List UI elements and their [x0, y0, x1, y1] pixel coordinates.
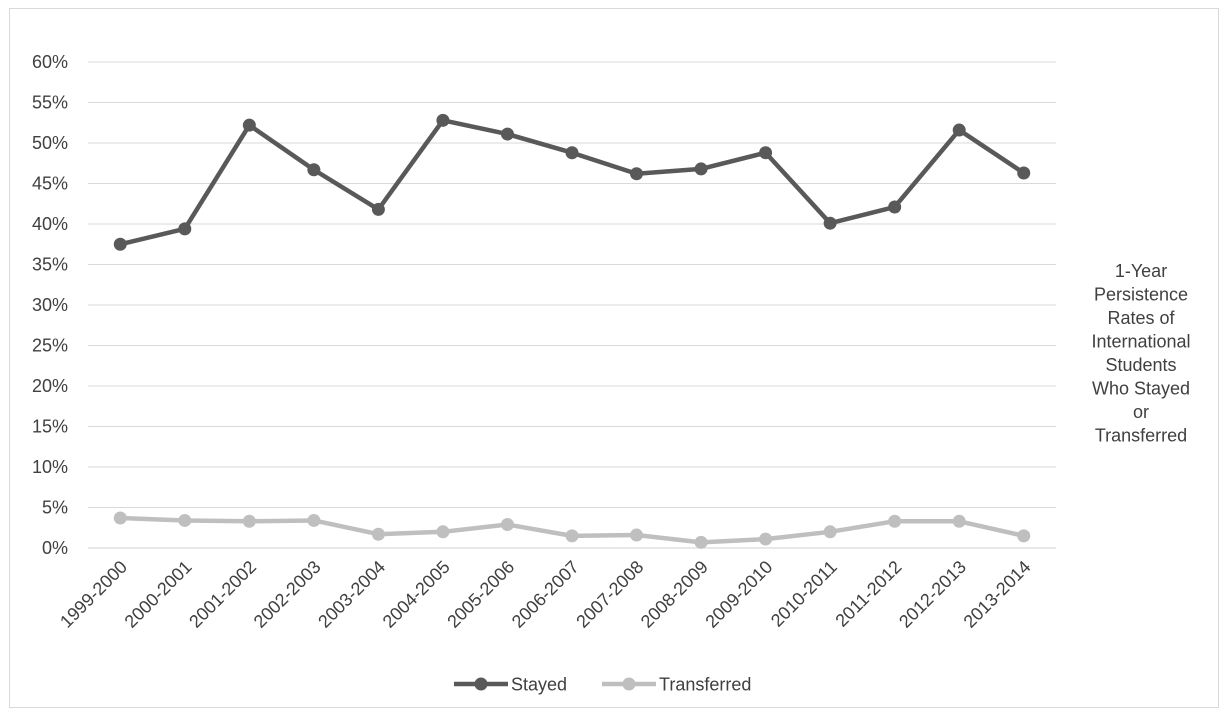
chart-frame: [9, 8, 1219, 708]
legend-marker-stayed: [474, 677, 488, 691]
y-tick-label: 60%: [32, 52, 68, 72]
y-tick-label: 55%: [32, 93, 68, 113]
chart-title: 1-Year Persistence Rates of International St…: [1091, 261, 1190, 446]
y-tick-label: 0%: [42, 538, 68, 558]
data-point-stayed: [823, 216, 837, 230]
data-point-transferred: [500, 518, 514, 532]
gridlines: [88, 61, 1056, 549]
data-point-stayed: [178, 222, 192, 236]
chart-title-line: Students: [1105, 355, 1176, 375]
y-tick-label: 10%: [32, 457, 68, 477]
y-tick-label: 5%: [42, 498, 68, 518]
y-tick-label: 30%: [32, 295, 68, 315]
data-point-transferred: [1017, 529, 1031, 543]
data-point-transferred: [759, 532, 773, 546]
data-point-stayed: [565, 146, 579, 160]
data-point-transferred: [952, 514, 966, 528]
data-point-stayed: [630, 167, 644, 181]
x-tick-label: 1999-2000: [56, 557, 131, 632]
data-point-stayed: [1017, 166, 1031, 180]
y-axis-tick-labels: 0% 5% 10% 15% 20% 25% 30% 35% 40% 45% 50% 55% 60%: [32, 52, 68, 558]
x-tick-label: 2012-2013: [895, 557, 970, 632]
data-point-transferred: [178, 513, 192, 527]
x-tick-label: 2006-2007: [508, 557, 583, 632]
x-tick-label: 2008-2009: [637, 557, 712, 632]
data-point-transferred: [823, 525, 837, 539]
y-tick-label: 40%: [32, 214, 68, 234]
x-tick-label: 2013-2014: [960, 557, 1035, 632]
data-point-stayed: [500, 127, 514, 141]
y-tick-label: 20%: [32, 376, 68, 396]
data-point-transferred: [565, 529, 579, 543]
data-point-transferred: [694, 535, 708, 549]
data-point-transferred: [888, 514, 902, 528]
x-tick-label: 2002-2003: [250, 557, 325, 632]
chart-title-line: Persistence: [1094, 285, 1188, 305]
chart-title-line: Who Stayed: [1092, 379, 1190, 399]
x-tick-label: 2005-2006: [443, 557, 518, 632]
series-line-stayed: [118, 118, 1026, 247]
y-tick-label: 45%: [32, 174, 68, 194]
data-point-stayed: [307, 163, 321, 177]
x-tick-label: 2003-2004: [314, 557, 389, 632]
data-point-transferred: [113, 511, 127, 525]
chart-title-line: Transferred: [1095, 426, 1187, 446]
data-point-stayed: [371, 202, 385, 216]
data-point-transferred: [307, 513, 321, 527]
chart-title-line: 1-Year: [1115, 261, 1167, 281]
data-point-transferred: [630, 528, 644, 542]
series-layer: [113, 113, 1031, 549]
data-point-transferred: [242, 514, 256, 528]
x-axis-tick-labels: 1999-20002000-20012001-20022002-20032003…: [56, 557, 1034, 632]
chart-title-line: or: [1133, 402, 1149, 422]
y-tick-label: 25%: [32, 336, 68, 356]
data-point-stayed: [113, 237, 127, 251]
data-point-stayed: [242, 118, 256, 132]
legend-label-transferred: Transferred: [659, 675, 751, 695]
x-tick-label: 2001-2002: [185, 557, 260, 632]
data-point-stayed: [888, 200, 902, 214]
data-point-stayed: [759, 146, 773, 160]
y-tick-label: 50%: [32, 133, 68, 153]
x-tick-label: 2010-2011: [767, 557, 841, 631]
y-tick-label: 35%: [32, 255, 68, 275]
data-point-stayed: [694, 162, 708, 176]
legend-label-stayed: Stayed: [511, 675, 567, 695]
legend-marker-transferred: [622, 677, 636, 691]
chart-title-line: Rates of: [1107, 308, 1175, 328]
legend: Stayed Transferred: [454, 675, 751, 695]
data-point-transferred: [371, 527, 385, 541]
data-point-stayed: [436, 113, 450, 127]
x-tick-label: 2011-2012: [831, 557, 905, 631]
x-tick-label: 2004-2005: [379, 557, 454, 632]
x-tick-label: 2000-2001: [121, 557, 196, 632]
data-point-stayed: [952, 123, 966, 137]
data-point-transferred: [436, 525, 450, 539]
chart-title-line: International: [1091, 332, 1190, 352]
x-tick-label: 2009-2010: [701, 557, 776, 632]
x-tick-label: 2007-2008: [572, 557, 647, 632]
y-tick-label: 15%: [32, 417, 68, 437]
